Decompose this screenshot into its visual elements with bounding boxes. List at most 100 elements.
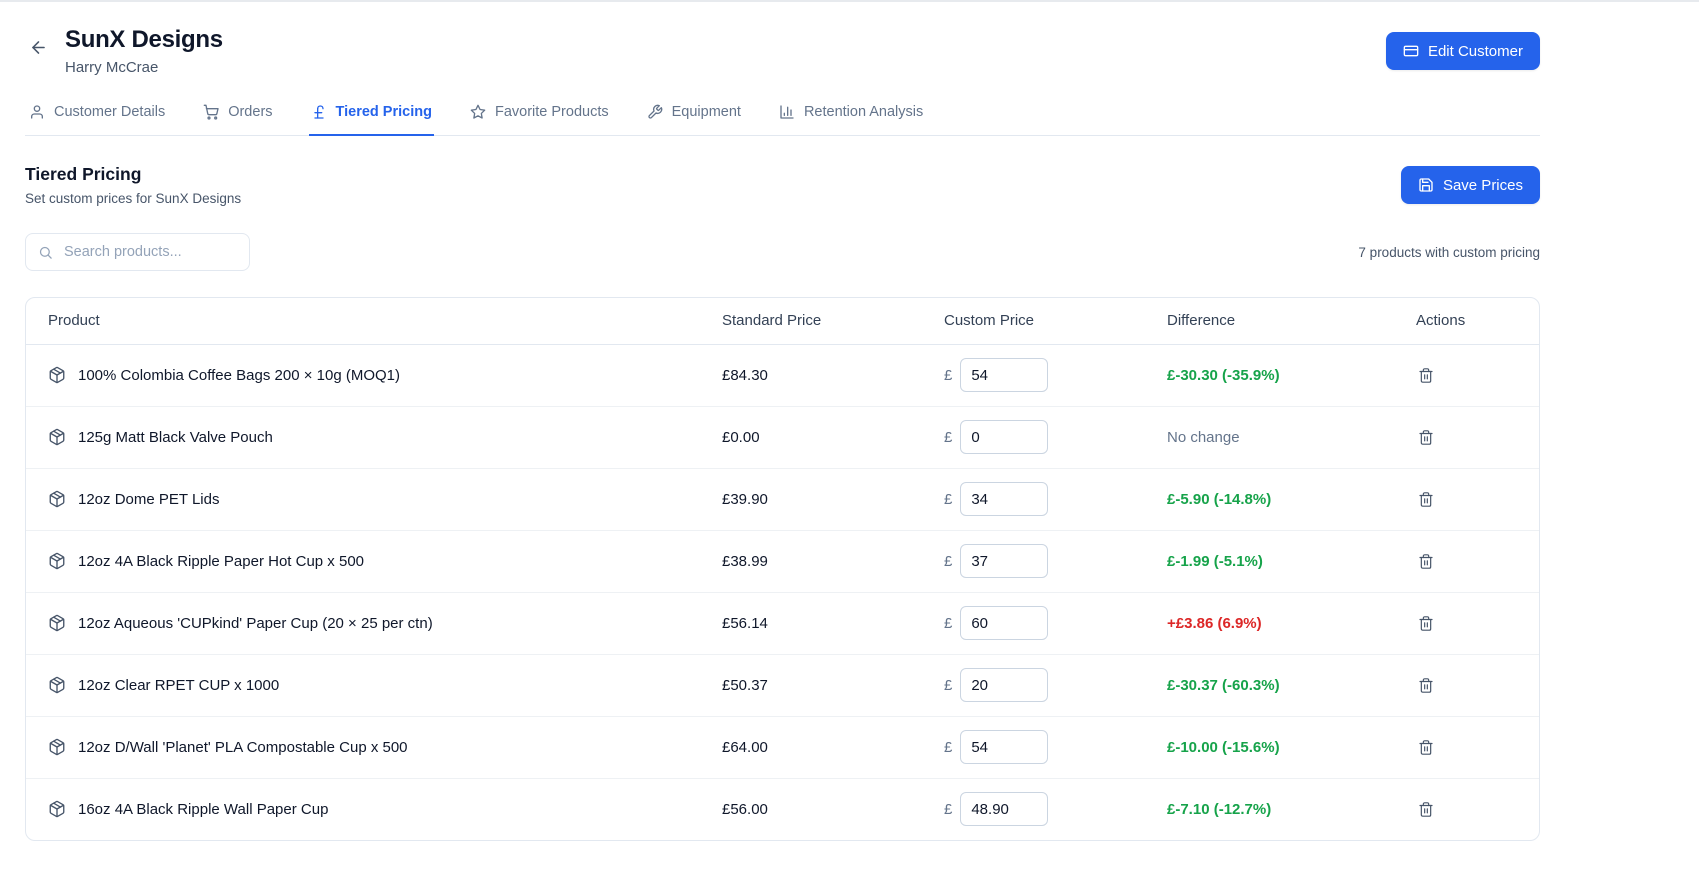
standard-price: £56.14	[722, 591, 944, 654]
tab-equipment[interactable]: Equipment	[645, 92, 743, 136]
product-name: 12oz Dome PET Lids	[78, 490, 220, 508]
product-name: 12oz 4A Black Ripple Paper Hot Cup x 500	[78, 552, 365, 570]
table-row: 125g Matt Black Valve Pouch £0.00 £ No c…	[26, 405, 1539, 468]
page-title: SunX Designs	[65, 26, 223, 53]
standard-price: £0.00	[722, 405, 944, 468]
currency-prefix: £	[944, 428, 953, 446]
tab-retention-analysis[interactable]: Retention Analysis	[777, 92, 925, 136]
table-row: 12oz Clear RPET CUP x 1000 £50.37 £ £-30…	[26, 653, 1539, 716]
standard-price: £56.00	[722, 777, 944, 840]
custom-price-input[interactable]	[960, 792, 1049, 827]
id-card-icon	[1403, 43, 1419, 59]
difference-value: +£3.86 (6.9%)	[1167, 614, 1262, 632]
tab-customer-details[interactable]: Customer Details	[27, 92, 167, 136]
table-header-row: Product Standard Price Custom Price Diff…	[26, 298, 1539, 345]
tab-label: Tiered Pricing	[335, 104, 432, 120]
package-icon	[48, 800, 66, 818]
custom-price-input[interactable]	[960, 544, 1049, 578]
trash-icon	[1418, 367, 1434, 384]
product-name: 100% Colombia Coffee Bags 200 × 10g (MOQ…	[78, 366, 400, 384]
package-icon	[48, 552, 66, 570]
standard-price: £39.90	[722, 467, 944, 530]
save-icon	[1418, 177, 1434, 193]
delete-custom-price-button[interactable]	[1416, 737, 1436, 758]
tab-label: Equipment	[671, 104, 741, 120]
pricing-table-card: Product Standard Price Custom Price Diff…	[25, 297, 1540, 841]
delete-custom-price-button[interactable]	[1416, 551, 1436, 572]
difference-value: £-10.00 (-15.6%)	[1167, 738, 1280, 756]
edit-customer-label: Edit Customer	[1427, 42, 1523, 60]
custom-price-input[interactable]	[960, 358, 1049, 392]
search-input[interactable]	[62, 243, 237, 261]
standard-price: £84.30	[722, 366, 768, 384]
tab-label: Customer Details	[54, 104, 166, 120]
custom-price-input[interactable]	[960, 606, 1049, 640]
product-name: 12oz D/Wall 'Planet' PLA Compostable Cup…	[78, 738, 408, 756]
trash-icon	[1418, 615, 1434, 632]
section-title: Tiered Pricing	[25, 164, 142, 184]
customer-name: Harry McCrae	[65, 59, 159, 76]
product-name: 16oz 4A Black Ripple Wall Paper Cup	[78, 800, 329, 818]
custom-price-input[interactable]	[960, 668, 1049, 702]
product-name: 125g Matt Black Valve Pouch	[78, 428, 273, 446]
column-header-actions: Actions	[1416, 298, 1539, 345]
search-box	[25, 233, 250, 271]
difference-value: No change	[1167, 428, 1240, 446]
custom-price-input[interactable]	[960, 730, 1049, 764]
column-header-standard-price: Standard Price	[722, 298, 944, 345]
customer-page: SunX Designs Harry McCrae Edit Customer …	[25, 2, 1540, 841]
currency-prefix: £	[944, 676, 953, 694]
price-table-body: 100% Colombia Coffee Bags 200 × 10g (MOQ…	[26, 344, 1539, 840]
delete-custom-price-button[interactable]	[1416, 613, 1436, 634]
tab-orders[interactable]: Orders	[201, 92, 274, 136]
tab-label: Favorite Products	[494, 104, 609, 120]
tab-favorite-products[interactable]: Favorite Products	[468, 92, 611, 136]
standard-price: £38.99	[722, 529, 944, 592]
trash-icon	[1418, 491, 1434, 508]
difference-value: £-1.99 (-5.1%)	[1167, 552, 1263, 570]
table-row: 12oz D/Wall 'Planet' PLA Compostable Cup…	[26, 715, 1539, 778]
currency-prefix: £	[944, 800, 953, 818]
currency-prefix: £	[944, 738, 953, 756]
package-icon	[48, 738, 66, 756]
table-row: 12oz Aqueous 'CUPkind' Paper Cup (20 × 2…	[26, 591, 1539, 654]
star-icon	[470, 104, 486, 120]
difference-value: £-30.30 (-35.9%)	[1167, 366, 1280, 384]
arrow-left-icon	[29, 38, 48, 60]
table-row: 12oz 4A Black Ripple Paper Hot Cup x 500…	[26, 529, 1539, 592]
package-icon	[48, 614, 66, 632]
trash-icon	[1418, 677, 1434, 694]
delete-custom-price-button[interactable]	[1416, 675, 1436, 696]
delete-custom-price-button[interactable]	[1416, 799, 1436, 820]
package-icon	[48, 428, 66, 446]
currency-prefix: £	[944, 552, 953, 570]
delete-custom-price-button[interactable]	[1416, 365, 1436, 386]
trash-icon	[1418, 553, 1434, 570]
tab-tiered-pricing[interactable]: Tiered Pricing	[308, 92, 434, 136]
trash-icon	[1418, 739, 1434, 756]
table-row: 16oz 4A Black Ripple Wall Paper Cup £56.…	[26, 777, 1539, 840]
column-header-difference: Difference	[1167, 298, 1416, 345]
back-button[interactable]	[25, 34, 52, 64]
pound-sterling-icon	[311, 104, 327, 120]
custom-price-input[interactable]	[960, 420, 1049, 454]
bar-chart-icon	[779, 104, 795, 120]
custom-pricing-count: 7 products with custom pricing	[1358, 244, 1540, 260]
table-row: 12oz Dome PET Lids £39.90 £ £-5.90 (-14.…	[26, 467, 1539, 530]
standard-price: £64.00	[722, 715, 944, 778]
search-icon	[38, 245, 53, 260]
user-icon	[29, 104, 45, 120]
custom-price-input[interactable]	[960, 482, 1049, 516]
delete-custom-price-button[interactable]	[1416, 427, 1436, 448]
currency-prefix: £	[944, 614, 953, 632]
save-prices-button[interactable]: Save Prices	[1400, 166, 1540, 204]
section-subtitle: Set custom prices for SunX Designs	[25, 191, 242, 206]
column-header-custom-price: Custom Price	[944, 298, 1167, 345]
edit-customer-button[interactable]: Edit Customer	[1385, 32, 1540, 70]
wrench-icon	[647, 104, 663, 120]
delete-custom-price-button[interactable]	[1416, 489, 1436, 510]
product-name: 12oz Clear RPET CUP x 1000	[78, 676, 280, 694]
standard-price: £50.37	[722, 653, 944, 716]
tab-label: Retention Analysis	[803, 104, 924, 120]
save-prices-label: Save Prices	[1442, 176, 1523, 194]
